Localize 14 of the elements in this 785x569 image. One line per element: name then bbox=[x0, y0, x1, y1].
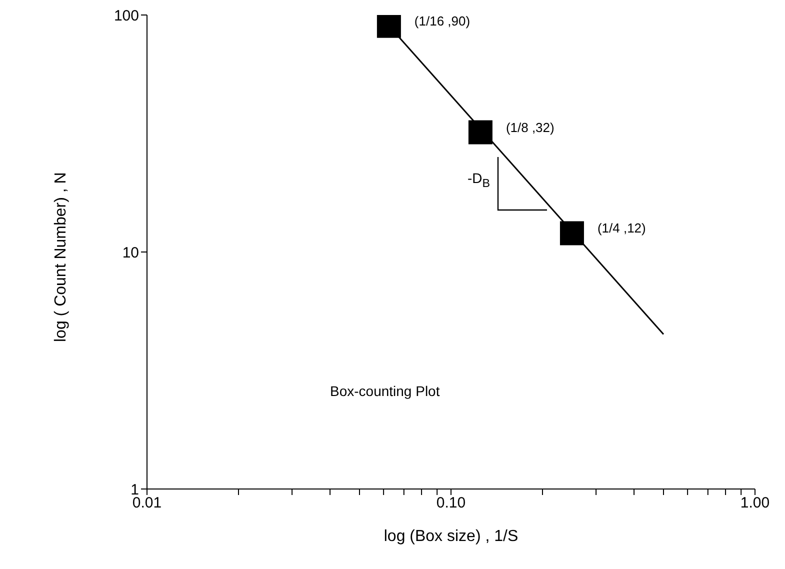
point bbox=[560, 221, 584, 246]
annotation: Box-counting Plot bbox=[330, 383, 440, 399]
x-tick-label: 0.10 bbox=[436, 494, 466, 512]
data-label: (1/4 ,12) bbox=[597, 220, 646, 236]
data-label: (1/16 ,90) bbox=[414, 13, 470, 28]
x-tick-label: 1.00 bbox=[740, 494, 770, 512]
y-tick-label: 100 bbox=[114, 7, 139, 24]
y-axis-title: log ( Count Number) , N bbox=[52, 172, 70, 342]
x-axis-title: log (Box size) , 1/S bbox=[384, 528, 518, 545]
data-label: (1/8 ,32) bbox=[506, 120, 554, 135]
y-tick-label: 10 bbox=[122, 244, 139, 262]
point bbox=[468, 120, 492, 144]
point bbox=[376, 15, 401, 38]
annotation: -D$_{B}$ bbox=[466, 170, 490, 190]
